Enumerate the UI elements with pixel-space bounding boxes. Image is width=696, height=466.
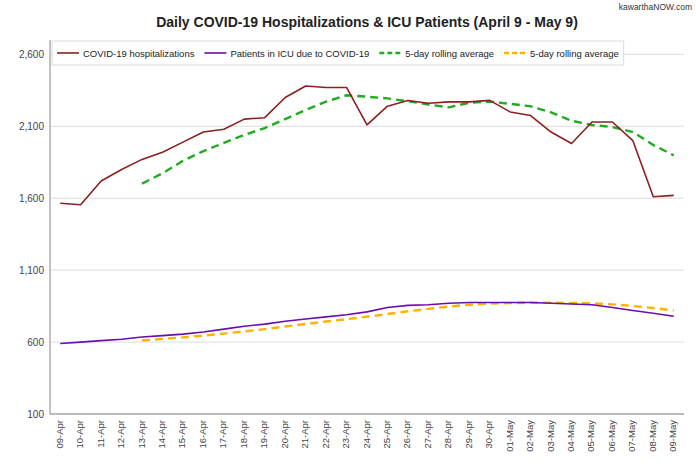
x-tick-label: 03-May xyxy=(545,420,556,452)
x-tick-label: 28-Apr xyxy=(442,420,453,449)
watermark: kawarthaNOW.com xyxy=(619,2,692,12)
legend-frame xyxy=(52,41,624,65)
x-tick-label: 17-Apr xyxy=(217,420,228,449)
legend-label: Patients in ICU due to COVID-19 xyxy=(230,48,369,59)
series-line xyxy=(142,303,674,341)
legend-label: COVID-19 hospitalizations xyxy=(83,48,195,59)
lines xyxy=(60,86,674,343)
x-axis-line xyxy=(50,414,684,415)
grid-line xyxy=(50,342,684,343)
grid-line xyxy=(50,414,684,415)
legend-label: 5-day rolling average xyxy=(405,48,494,59)
chart: 100 600 1,100 1,600 2,100 2,600 09-Apr 10-Apr 11… xyxy=(0,0,696,466)
y-tick-label: 1,600 xyxy=(19,193,44,204)
y-axis-line xyxy=(50,40,51,414)
grid xyxy=(50,54,684,414)
x-tick-label: 22-Apr xyxy=(320,420,331,449)
x-tick-label: 19-Apr xyxy=(258,420,269,449)
legend-swatch xyxy=(204,52,226,54)
legend-swatch xyxy=(504,52,526,54)
x-tick-label: 29-Apr xyxy=(463,420,474,449)
y-tick-label: 100 xyxy=(27,409,44,420)
x-tick-label: 09-Apr xyxy=(54,420,65,449)
x-tick-label: 27-Apr xyxy=(422,420,433,449)
x-tick-label: 20-Apr xyxy=(279,420,290,449)
series-line xyxy=(60,86,674,205)
legend-label: 5-day rolling average xyxy=(530,48,619,59)
x-tick-label: 13-Apr xyxy=(136,420,147,449)
x-tick-label: 12-Apr xyxy=(115,420,126,449)
x-tick-label: 06-May xyxy=(606,420,617,452)
x-tick-label: 25-Apr xyxy=(381,420,392,449)
y-tick-label: 2,100 xyxy=(19,121,44,132)
legend: COVID-19 hospitalizations Patients in ICU… xyxy=(52,41,624,65)
x-tick-label: 14-Apr xyxy=(156,420,167,449)
x-tick-label: 30-Apr xyxy=(483,420,494,449)
x-tick-label: 09-May xyxy=(667,420,678,452)
y-tick-label: 2,600 xyxy=(19,49,44,60)
x-tick-label: 23-Apr xyxy=(340,420,351,449)
grid-line xyxy=(50,198,684,199)
x-tick-label: 01-May xyxy=(504,420,515,452)
x-tick-label: 15-Apr xyxy=(176,420,187,449)
legend-swatch xyxy=(379,52,401,54)
x-tick-label: 02-May xyxy=(524,420,535,452)
x-tick-label: 05-May xyxy=(585,420,596,452)
y-tick-label: 600 xyxy=(27,337,44,348)
x-tick-label: 26-Apr xyxy=(401,420,412,449)
x-tick-label: 08-May xyxy=(647,420,658,452)
title: Daily COVID-19 Hospitalizations & ICU Pa… xyxy=(156,14,578,30)
legend-swatch xyxy=(57,52,79,54)
x-tick-label: 04-May xyxy=(565,420,576,452)
x-tick-label: 07-May xyxy=(626,420,637,452)
x-tick-label: 21-Apr xyxy=(299,420,310,449)
x-tick-label: 10-Apr xyxy=(74,420,85,449)
y-tick-label: 1,100 xyxy=(19,265,44,276)
background xyxy=(0,0,696,466)
x-tick-label: 16-Apr xyxy=(197,420,208,449)
x-tick-label: 11-Apr xyxy=(95,420,106,448)
series-line xyxy=(142,95,674,183)
series-line xyxy=(60,303,674,344)
x-tick-label: 24-Apr xyxy=(361,420,372,449)
x-tick-label: 18-Apr xyxy=(238,420,249,449)
grid-line xyxy=(50,270,684,271)
